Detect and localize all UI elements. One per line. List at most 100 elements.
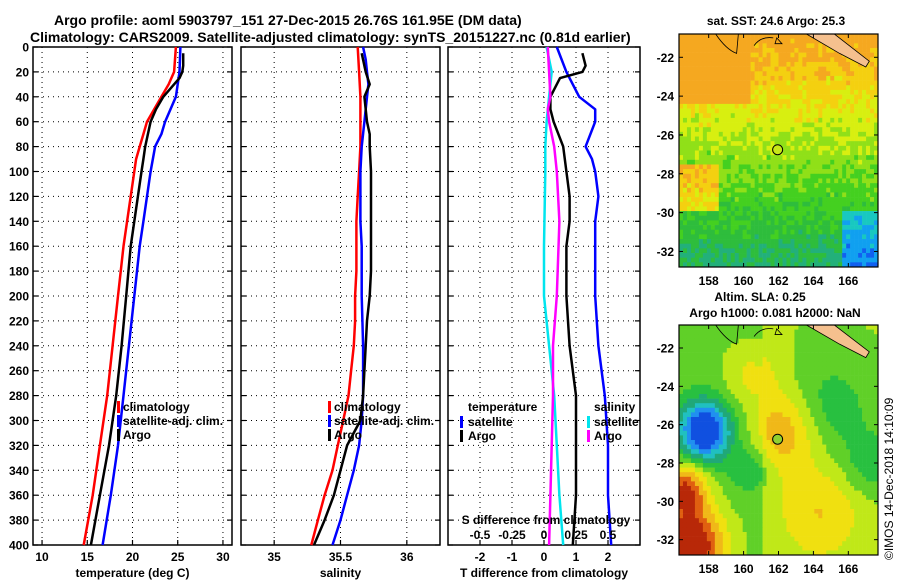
map-cell: [686, 476, 692, 482]
map-cell: [762, 348, 767, 353]
map-cell: [754, 94, 759, 100]
map-cell: [766, 453, 771, 459]
map-cell: [722, 394, 728, 399]
map-cell: [798, 141, 803, 147]
map-cell: [834, 52, 839, 58]
map-cell: [842, 361, 847, 367]
map-cell: [802, 453, 807, 459]
map-cell: [686, 513, 692, 519]
map-cell: [686, 169, 692, 175]
map-cell: [734, 131, 739, 137]
map-cell: [746, 108, 751, 114]
map-cell: [754, 499, 759, 505]
map-cell: [774, 141, 779, 147]
map-cell: [682, 518, 688, 524]
map-cell: [834, 476, 839, 482]
map-cell: [738, 164, 743, 170]
legend-swatch: [460, 416, 463, 428]
map-cell: [870, 504, 875, 510]
map-cell: [710, 173, 716, 179]
map-cell: [818, 343, 823, 349]
map-cell: [790, 155, 795, 161]
map-cell: [679, 220, 684, 226]
map-cell: [786, 47, 791, 53]
map-cell: [738, 197, 743, 203]
map-cell: [858, 380, 863, 386]
map-cell: [858, 173, 863, 179]
map-cell: [794, 504, 799, 510]
map-cell: [762, 444, 767, 450]
map-cell: [718, 89, 724, 95]
map-cell: [682, 486, 688, 491]
map-cell: [726, 371, 732, 376]
map-cell: [774, 99, 779, 105]
map-cell: [726, 495, 732, 501]
map-cell: [830, 371, 835, 376]
map-cell: [694, 215, 700, 221]
y-tick-label: 280: [9, 389, 29, 403]
map-cell: [798, 463, 803, 468]
map-cell: [714, 398, 720, 404]
map-cell: [742, 136, 747, 142]
map-cell: [750, 164, 755, 170]
map-cell: [818, 435, 823, 441]
map-cell: [766, 495, 771, 501]
map-cell: [714, 103, 720, 109]
map-cell: [722, 99, 728, 105]
legend-swatch: [328, 401, 331, 413]
map-cell: [822, 476, 827, 482]
map-cell: [738, 239, 743, 244]
map-cell: [750, 75, 755, 81]
map-cell: [822, 201, 827, 207]
map-cell: [746, 215, 751, 221]
map-cell: [822, 499, 827, 505]
map-cell: [814, 329, 819, 335]
map-cell: [762, 338, 767, 344]
map-cell: [682, 463, 688, 468]
map-cell: [682, 412, 688, 418]
map-cell: [758, 389, 763, 395]
map-cell: [679, 211, 684, 217]
map-cell: [786, 253, 791, 258]
map-cell: [750, 225, 755, 231]
map-cell: [786, 99, 791, 105]
map-cell: [818, 136, 823, 142]
map-cell: [866, 150, 871, 156]
map-cell: [758, 253, 763, 258]
map-cell: [794, 197, 799, 203]
map-cell: [714, 357, 720, 363]
map-cell: [794, 206, 799, 212]
map-cell: [806, 518, 811, 524]
map-cell: [810, 150, 815, 156]
map-cell: [738, 201, 743, 207]
map-cell: [714, 127, 720, 133]
x-tick-label: 15: [81, 550, 95, 564]
map-cell: [694, 435, 700, 441]
map-cell: [818, 243, 823, 249]
map-cell: [718, 103, 724, 109]
map-cell: [694, 518, 700, 524]
map-cell: [794, 173, 799, 179]
map-cell: [774, 117, 779, 123]
map-cell: [686, 150, 692, 156]
map-cell: [718, 384, 724, 390]
map-cell: [858, 467, 863, 473]
map-cell: [750, 201, 755, 207]
map-cell: [774, 366, 779, 372]
map-cell: [746, 34, 751, 39]
map-cell: [778, 371, 783, 376]
map-cell: [790, 38, 795, 44]
map-cell: [702, 80, 708, 86]
map-cell: [858, 136, 863, 142]
map-cell: [710, 403, 716, 409]
map-cell: [790, 183, 795, 189]
map-cell: [746, 248, 751, 254]
map-cell: [686, 407, 692, 413]
map-cell: [710, 169, 716, 175]
map-cell: [710, 150, 716, 156]
map-cell: [754, 113, 759, 119]
map-cell: [786, 325, 791, 330]
map-cell: [738, 89, 743, 95]
map-cell: [846, 513, 851, 519]
map-cell: [834, 136, 839, 142]
